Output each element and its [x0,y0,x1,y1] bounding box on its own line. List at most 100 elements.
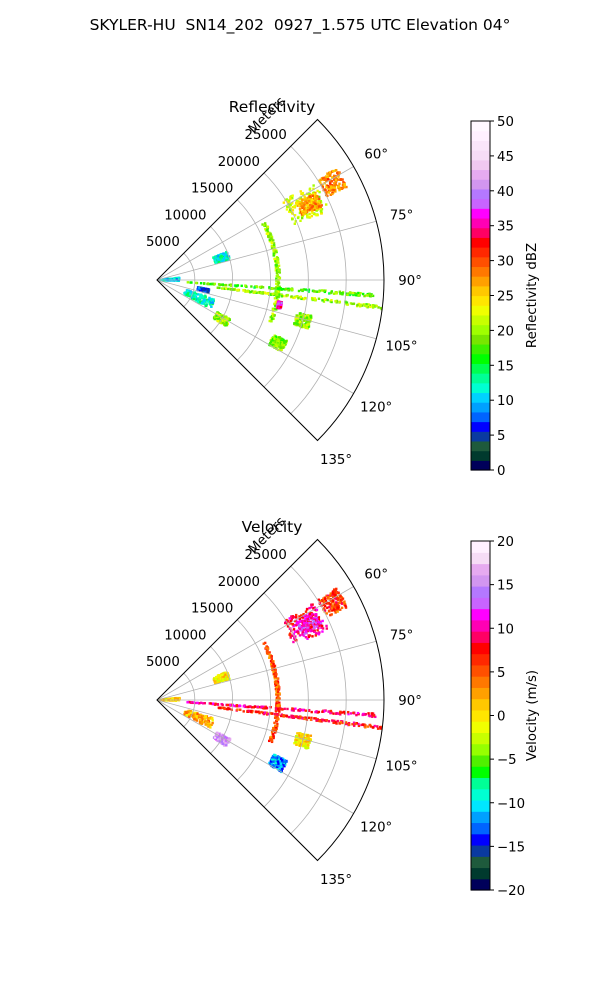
echo-gate [355,292,358,295]
echo-gate [272,254,275,257]
colorbar-tick-label: 20 [497,324,514,339]
echo-gate [277,305,280,308]
velocity-echo-blob [212,671,231,685]
echo-gate [324,599,328,603]
echo-gate [227,741,230,744]
echo-gate [272,764,275,767]
echo-gate [332,721,335,725]
echo-gate [322,601,326,605]
echo-gate [271,307,275,310]
echo-gate [250,706,254,709]
echo-gate [340,606,344,610]
echo-gate [296,317,300,320]
colorbar-swatch [471,822,490,835]
echo-gate [327,191,331,194]
echo-gate [336,186,340,189]
echo-gate [194,281,198,285]
echo-gate [318,622,321,626]
echo-gate [195,719,199,722]
echo-gate [270,658,273,661]
echo-gate [329,709,333,713]
colorbar-swatch [471,743,490,756]
echo-gate [282,764,285,767]
echo-gate [308,216,312,219]
echo-gate [211,301,214,304]
echo-gate [310,616,313,620]
echo-gate [288,199,291,202]
echo-gate [276,724,279,728]
echo-gate [171,697,174,701]
echo-gate [214,737,217,740]
echo-gate [228,677,231,681]
echo-gate [176,697,180,701]
echo-gate [329,186,333,189]
echo-gate [277,684,280,688]
echo-gate [281,287,285,291]
echo-gate [263,222,267,225]
azimuth-tick-label: 135° [320,453,352,468]
echo-gate [284,760,287,763]
echo-gate [222,675,225,678]
echo-gate [211,719,214,722]
echo-gate [367,303,370,306]
echo-gate [186,701,189,704]
echo-gate [275,256,279,259]
echo-gate [301,733,304,736]
reflectivity-echo-blob [294,191,323,216]
echo-gate [292,716,296,719]
echo-gate [225,321,228,324]
echo-gate [341,721,344,725]
echo-gate [315,621,318,625]
radial-tick-label: 25000 [244,548,286,563]
echo-gate [185,293,188,296]
echo-gate [289,210,292,214]
echo-gate [280,301,283,305]
echo-gate [251,290,254,293]
echo-gate [308,195,311,198]
echo-gate [291,288,294,291]
echo-gate [291,206,295,209]
echo-gate [326,606,329,609]
echo-gate [318,197,321,201]
echo-gate [304,614,308,617]
echo-gate [275,691,278,695]
echo-gate [204,720,208,723]
echo-gate [276,259,279,262]
echo-gate [242,710,245,713]
echo-gate [280,337,283,341]
echo-gate [279,346,282,350]
echo-gate [298,634,302,637]
echo-gate [304,628,307,631]
azimuth-tick-label: 90° [398,274,422,289]
echo-gate [287,289,290,292]
echo-gate [272,239,275,242]
echo-gate [343,602,347,606]
echo-gate [302,733,306,737]
echo-gate [272,242,276,245]
echo-gate [311,298,315,301]
azimuth-spoke [156,220,377,281]
echo-gate [302,314,305,317]
echo-gate [266,225,270,229]
echo-gate [329,193,332,196]
echo-gate [191,291,194,294]
echo-gate [307,734,310,737]
echo-gate [187,289,190,292]
echo-gate [303,195,306,198]
echo-gate [300,216,304,220]
echo-gate [224,737,227,740]
echo-gate [278,710,281,713]
echo-gate [298,321,302,324]
echo-gate [279,341,282,345]
echo-gate [369,294,372,297]
echo-gate [348,293,352,297]
echo-gate [300,192,303,196]
echo-gate [273,729,276,733]
colorbar-tick-label: 35 [497,220,514,235]
colorbar-tick-label: −15 [497,840,525,855]
echo-gate [306,199,309,202]
echo-gate [292,640,295,644]
colorbar-swatch [471,799,490,812]
echo-gate [355,294,359,297]
echo-gate [317,710,321,714]
